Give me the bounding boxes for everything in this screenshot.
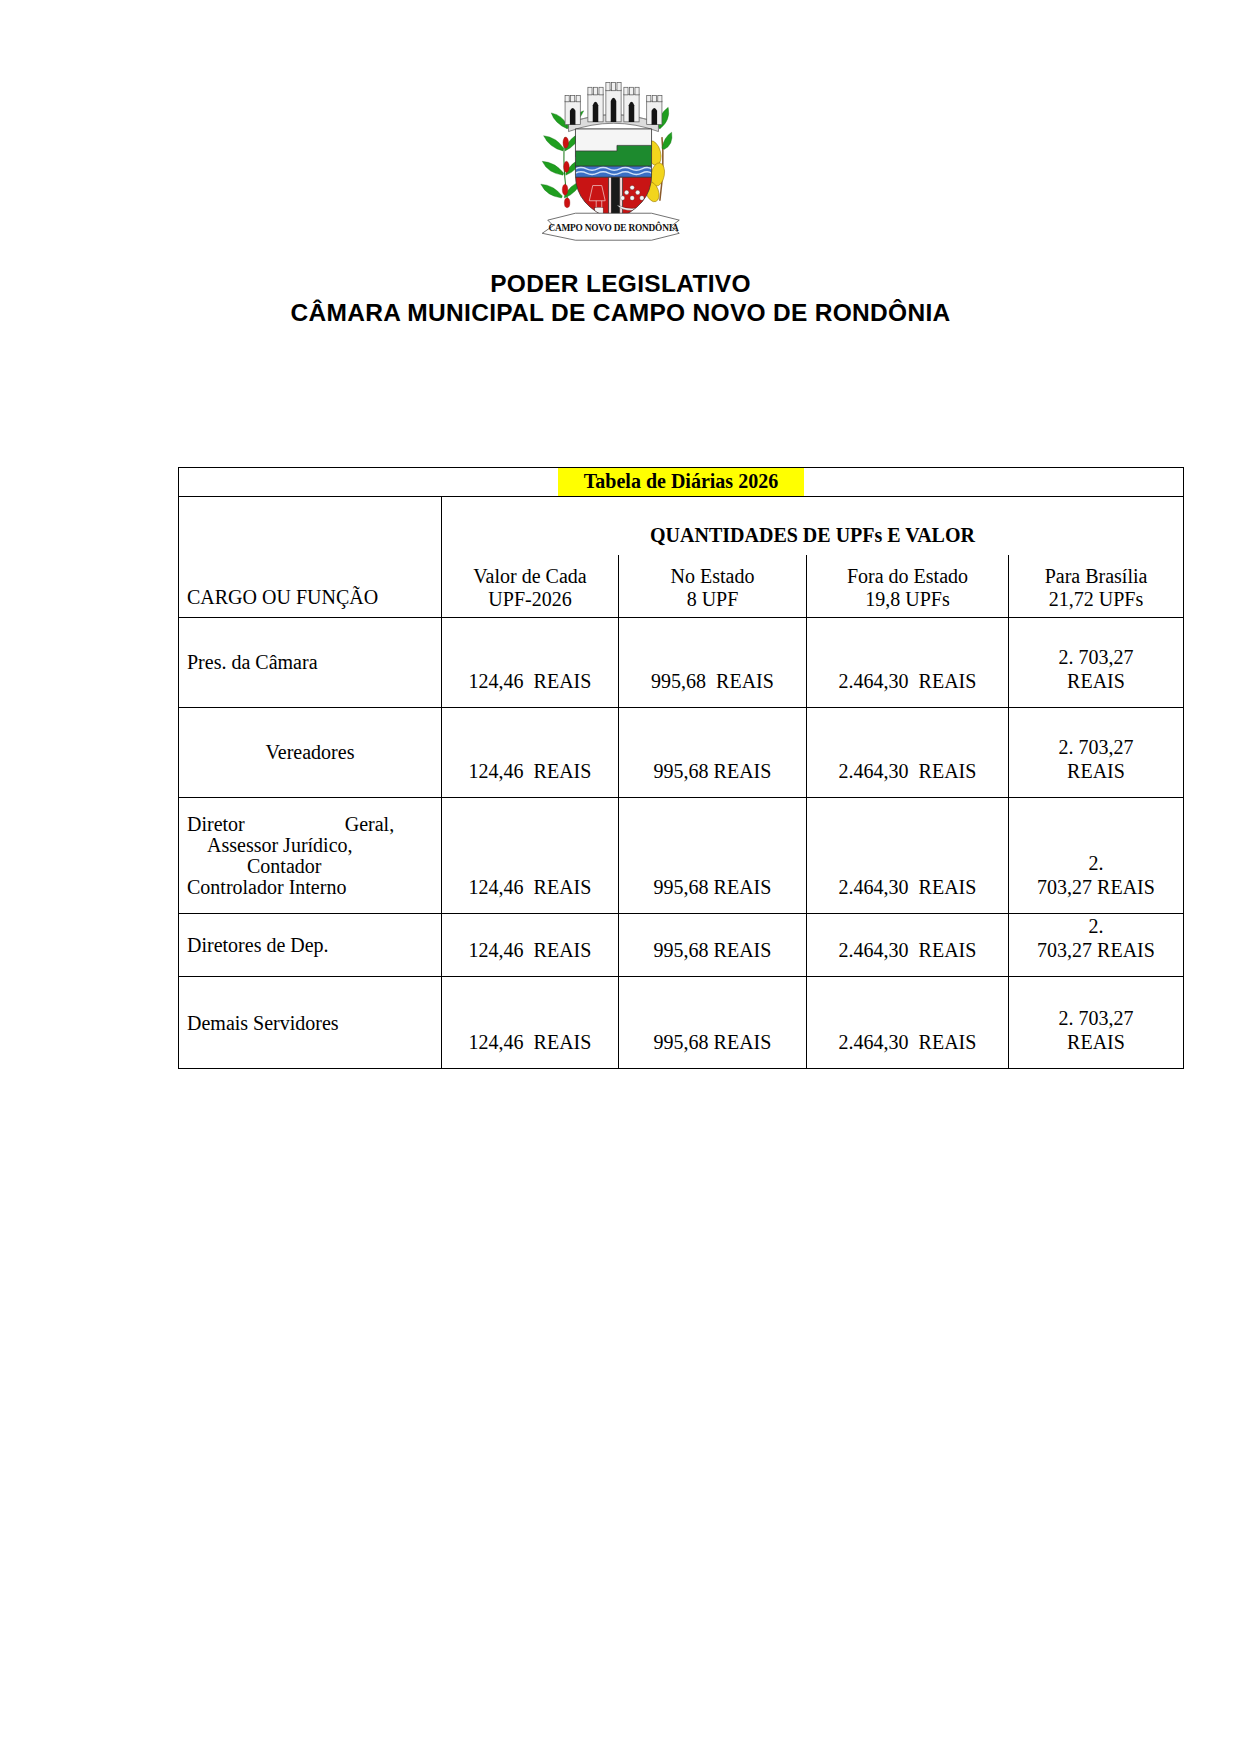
svg-text:CAMPO NOVO DE RONDÔNIA: CAMPO NOVO DE RONDÔNIA — [548, 220, 679, 232]
